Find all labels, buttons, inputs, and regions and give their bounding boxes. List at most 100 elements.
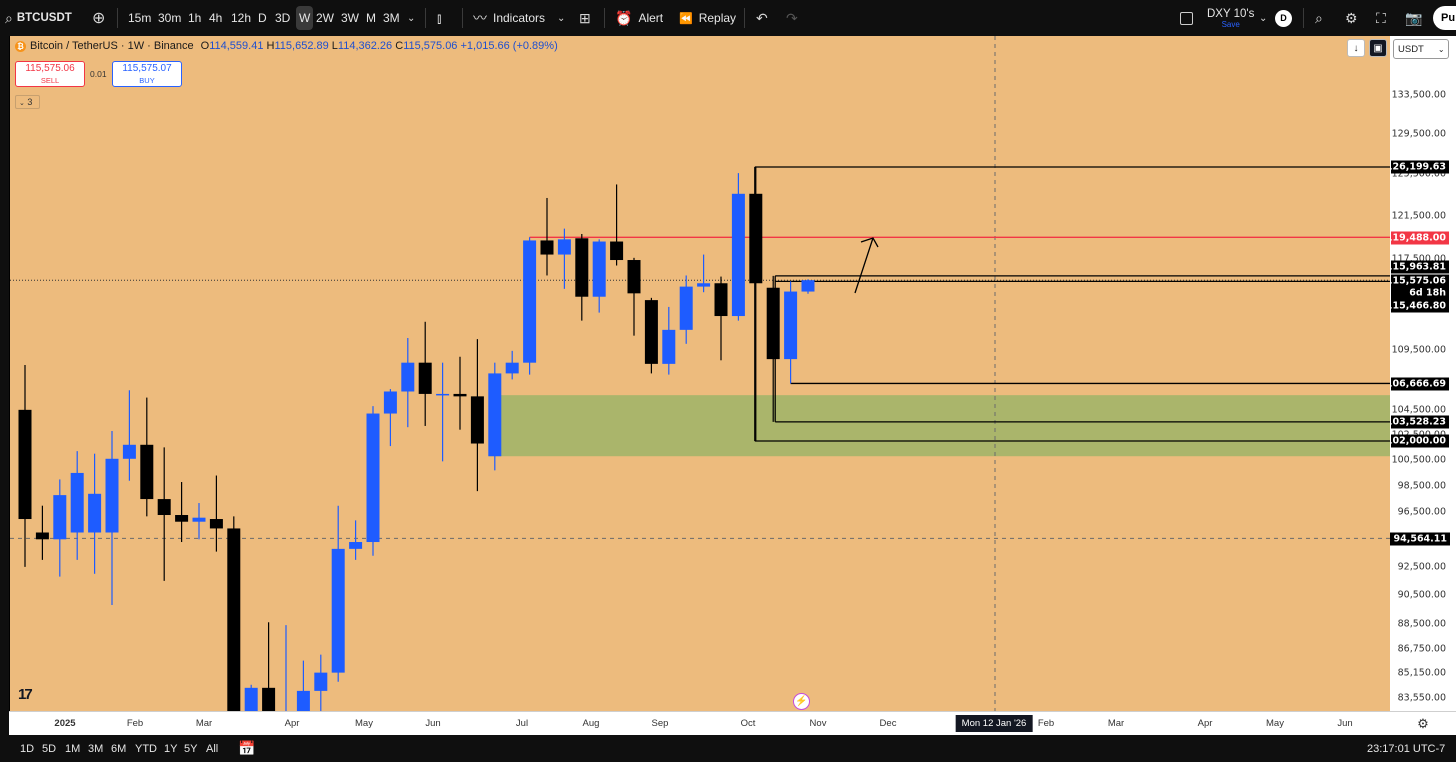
candle-body [192,517,206,522]
time-tick: Sep [651,718,669,729]
candle-body [766,287,780,360]
time-axis[interactable]: 2025 Feb Mar Apr May Jun Jul Aug Sep Oct Nov Dec Feb… [9,711,1390,735]
candle-body [53,495,67,540]
range-5y[interactable]: 5Y [184,743,198,755]
interval-4h[interactable]: 4h [209,11,223,25]
replay-label: Replay [698,11,737,25]
layout-toggle[interactable] [1180,0,1193,36]
candle-body [523,240,537,363]
search-icon: ⌕ [1315,9,1323,26]
price-tag: 126,199.63 [1390,160,1449,174]
range-1y[interactable]: 1Y [164,743,178,755]
clock[interactable]: 23:17:01 UTC-7 [1367,743,1446,755]
indicators-button[interactable]: 〰 Indicators [473,0,545,36]
indicators-label: Indicators [493,11,546,25]
user-avatar[interactable]: D [1275,0,1292,36]
price-tick: 125,500.00 [1391,168,1446,180]
axis-settings-button[interactable]: ⚙ [1390,711,1456,735]
date-range-button[interactable]: 📅 [238,740,255,757]
sell-button[interactable]: 115,575.06 SELL [15,61,85,87]
snapshot-button[interactable]: 📷 [1405,0,1422,36]
lightning-icon[interactable]: ⚡ [793,693,810,710]
alert-button[interactable]: ⏰ Alert [615,0,663,36]
interval-2w[interactable]: 2W [316,11,334,25]
range-6m[interactable]: 6M [111,743,127,755]
candle-body [453,393,467,397]
alarm-clock-icon: ⏰ [615,9,633,26]
close-key: C [395,40,404,52]
scroll-down-button[interactable]: ↓ [1347,39,1365,57]
indicators-dropdown[interactable]: ⌄ [557,0,565,36]
interval-1h[interactable]: 1h [188,11,202,25]
tradingview-logo-icon: 17 [18,686,33,703]
projection-arrow [854,237,874,294]
open-value: 114,559.41 [209,40,264,52]
candle-body [157,499,171,516]
time-tick: Oct [740,718,756,729]
interval-30m[interactable]: 30m [158,11,182,25]
indicators-collapse-toggle[interactable]: ⌄ 3 [15,95,40,109]
price-tick: 83,550.00 [1397,692,1446,704]
time-tick: May [1266,718,1284,729]
layout-name-button[interactable]: DXY 10's Save [1207,0,1254,36]
symbol-search[interactable]: ⌕ BTCUSDT [5,0,72,36]
range-5d[interactable]: 5D [42,743,57,755]
interval-w[interactable]: W [296,6,314,30]
candle-body [679,286,693,330]
time-tick: Jun [425,718,441,729]
layout-dropdown[interactable]: ⌄ [1259,0,1267,36]
time-tick: Dec [879,718,897,729]
interval-dropdown[interactable]: ⌄ [407,0,415,36]
publish-button[interactable]: Pu [1433,6,1456,30]
candle-body [540,240,554,255]
time-tick: Feb [1037,718,1055,729]
interval-12h[interactable]: 12h [231,11,252,25]
range-1m[interactable]: 1M [65,743,81,755]
quick-search-button[interactable]: ⌕ [1315,0,1323,36]
time-tick: Jul [515,718,529,729]
calendar-icon: 📅 [238,740,256,756]
object-tree-button[interactable]: ▣ [1369,39,1387,57]
candle-body [418,362,432,394]
price-tick: 85,150.00 [1397,667,1446,679]
gear-icon: ⚙ [1345,9,1358,26]
candlestick-chart[interactable] [10,36,1390,711]
range-ytd[interactable]: YTD [135,743,157,755]
interval-3d[interactable]: 3D [275,11,291,25]
fullscreen-button[interactable]: ⛶ [1376,0,1386,36]
redo-button[interactable]: ↷ [786,0,798,36]
currency-select[interactable]: USDT ⌄ [1393,39,1449,59]
rewind-icon: ⏪ [679,12,693,25]
grid-icon: ⊞ [579,9,591,26]
undo-button[interactable]: ↶ [756,0,768,36]
range-1d[interactable]: 1D [20,743,35,755]
range-all[interactable]: All [206,743,219,755]
candle-body [105,458,119,533]
interval-m[interactable]: M [366,11,376,25]
chart-type-button[interactable]: ⫾ [437,0,441,36]
time-tick: 2025 [54,718,76,729]
interval-3w[interactable]: 3W [341,11,359,25]
replay-button[interactable]: ⏪ Replay [679,0,736,36]
buy-button[interactable]: 115,575.07 BUY [112,61,182,87]
chart-pane[interactable] [9,36,1390,711]
interval-3m[interactable]: 3M [383,11,400,25]
symbol-label: BTCUSDT [16,12,72,24]
sell-price: 115,575.06 [25,63,75,74]
price-tick: 96,500.00 [1397,506,1446,518]
layout-save-label: Save [1221,19,1240,29]
interval-15m[interactable]: 15m [128,11,152,25]
time-tick: Apr [284,718,300,729]
search-icon: ⌕ [5,9,13,26]
candle-body [592,241,606,297]
range-3m[interactable]: 3M [88,743,104,755]
price-axis[interactable]: 133,500.00 129,500.00 125,500.00 121,500.00… [1390,36,1456,711]
candle-body [383,391,397,414]
layouts-button[interactable]: ⊞ [579,0,591,36]
candles-icon: ⫾ [437,9,442,26]
settings-button[interactable]: ⚙ [1345,0,1358,36]
interval-d[interactable]: D [258,11,267,25]
candle-body [470,396,484,444]
compare-button[interactable]: ⊕ [92,0,105,36]
fullscreen-icon: ⛶ [1376,9,1386,26]
